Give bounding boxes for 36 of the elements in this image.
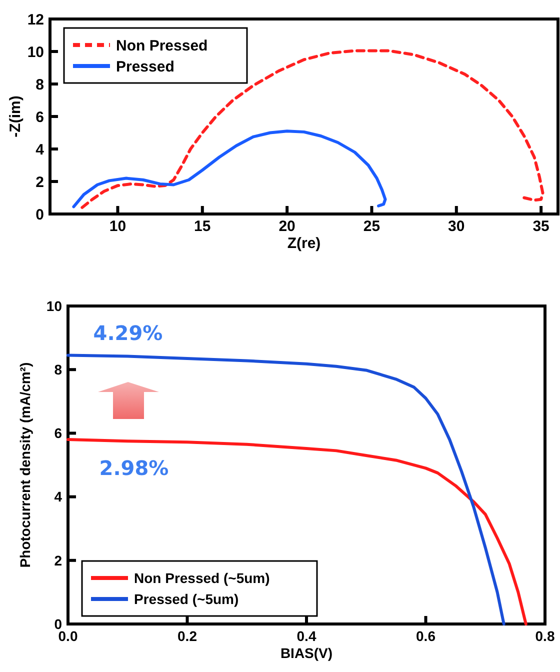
line-series xyxy=(80,49,544,209)
y-tick-label: 12 xyxy=(27,11,44,28)
y-tick-label: 2 xyxy=(54,552,62,568)
x-tick-label: 0.8 xyxy=(535,628,555,644)
x-tick-label: 25 xyxy=(363,218,380,235)
y-tick-label: 6 xyxy=(54,425,62,442)
x-tick-label: 30 xyxy=(448,218,465,235)
y-tick-label: 8 xyxy=(36,76,44,94)
line-series xyxy=(66,354,506,626)
x-axis-title: BIAS(V) xyxy=(280,645,333,661)
x-tick-label: 15 xyxy=(194,218,211,235)
line-series xyxy=(72,130,387,208)
y-tick-label: 4 xyxy=(54,488,62,505)
y-tick-label: 8 xyxy=(54,362,62,378)
y-tick-label: 2 xyxy=(36,174,44,191)
legend-label: Pressed (~5um) xyxy=(134,590,239,607)
x-tick-label: 0.2 xyxy=(178,628,198,644)
y-tick-label: 10 xyxy=(27,44,44,61)
legend-label: Non Pressed xyxy=(116,37,208,54)
annotation: 2.98% xyxy=(99,456,169,480)
x-tick-label: 10 xyxy=(109,218,126,235)
legend-label: Non Pressed (~5um) xyxy=(134,570,270,586)
x-tick-label: 0.6 xyxy=(416,628,436,644)
y-tick-label: 0 xyxy=(36,206,44,224)
legend-label: Pressed xyxy=(116,58,174,76)
y-axis-title: -Z(im) xyxy=(7,96,24,138)
x-tick-label: 35 xyxy=(532,218,550,235)
y-tick-label: 4 xyxy=(36,141,45,158)
annotation: 4.29% xyxy=(93,321,163,345)
line-series xyxy=(66,438,528,626)
x-tick-label: 20 xyxy=(278,218,296,235)
x-tick-label: 0.4 xyxy=(296,628,316,644)
y-axis-title: Photocurrent density (mA/cm²) xyxy=(17,362,33,568)
y-tick-label: 10 xyxy=(46,298,62,314)
y-tick-label: 6 xyxy=(36,108,44,126)
x-axis-title: Z(re) xyxy=(287,235,321,252)
